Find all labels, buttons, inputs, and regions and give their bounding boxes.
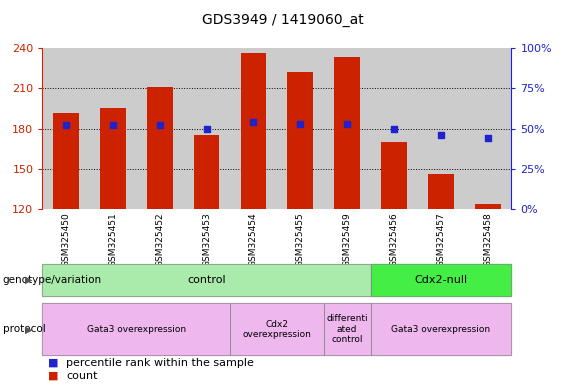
Point [249,119,258,125]
Bar [475,204,501,209]
Text: GDS3949 / 1419060_at: GDS3949 / 1419060_at [202,13,363,27]
Point [108,122,118,129]
Bar [324,48,371,209]
Text: genotype/variation: genotype/variation [3,275,102,285]
Text: Gata3 overexpression: Gata3 overexpression [392,325,490,334]
Bar [136,48,183,209]
Text: ■: ■ [48,371,59,381]
Bar [371,48,418,209]
Text: differenti
ated
control: differenti ated control [327,314,368,344]
Bar [277,48,324,209]
Bar [89,48,136,209]
Text: count: count [66,371,98,381]
Bar [230,48,277,209]
Point [436,132,445,138]
Bar [53,113,79,209]
Bar [194,136,219,209]
Point [61,122,70,129]
Bar [464,48,511,209]
Bar [100,109,125,209]
Text: percentile rank within the sample: percentile rank within the sample [66,358,254,368]
Text: Gata3 overexpression: Gata3 overexpression [86,325,186,334]
Bar [428,174,454,209]
Point [483,135,492,141]
Bar [183,48,230,209]
Point [389,126,398,132]
Text: control: control [187,275,226,285]
Text: Cdx2
overexpression: Cdx2 overexpression [242,319,311,339]
Bar [418,48,464,209]
Point [202,126,211,132]
Bar [241,53,266,209]
Bar [147,87,172,209]
Text: ■: ■ [48,358,59,368]
Text: ▶: ▶ [24,275,32,285]
Text: protocol: protocol [3,324,46,334]
Bar [288,72,313,209]
Bar [42,48,89,209]
Point [155,122,164,129]
Text: ▶: ▶ [24,324,32,334]
Bar [334,58,360,209]
Text: Cdx2-null: Cdx2-null [414,275,468,285]
Bar [381,142,407,209]
Point [295,121,305,127]
Point [342,121,351,127]
